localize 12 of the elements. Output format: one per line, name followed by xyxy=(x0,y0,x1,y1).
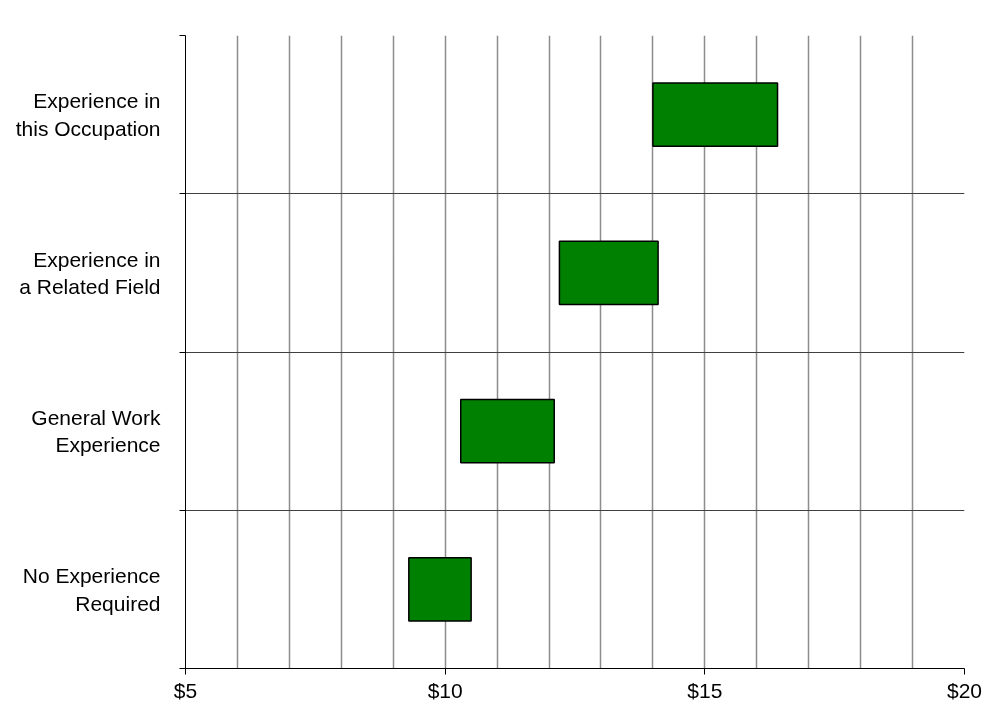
x-tick-label: $15 xyxy=(687,678,723,702)
x-tick-label: $5 xyxy=(173,678,198,702)
bar xyxy=(652,82,779,148)
y-tick-label: Experience in this Occupation xyxy=(15,89,161,140)
y-tick-label: Experience in a Related Field xyxy=(19,247,161,299)
x-tick-label: $10 xyxy=(427,678,463,702)
bar xyxy=(558,240,659,306)
bar xyxy=(460,398,555,464)
y-tick-label: No Experience Required xyxy=(22,564,161,615)
bar xyxy=(408,556,472,622)
x-tick-label: $20 xyxy=(946,678,983,702)
y-tick-label: General Work Experience xyxy=(31,405,161,457)
